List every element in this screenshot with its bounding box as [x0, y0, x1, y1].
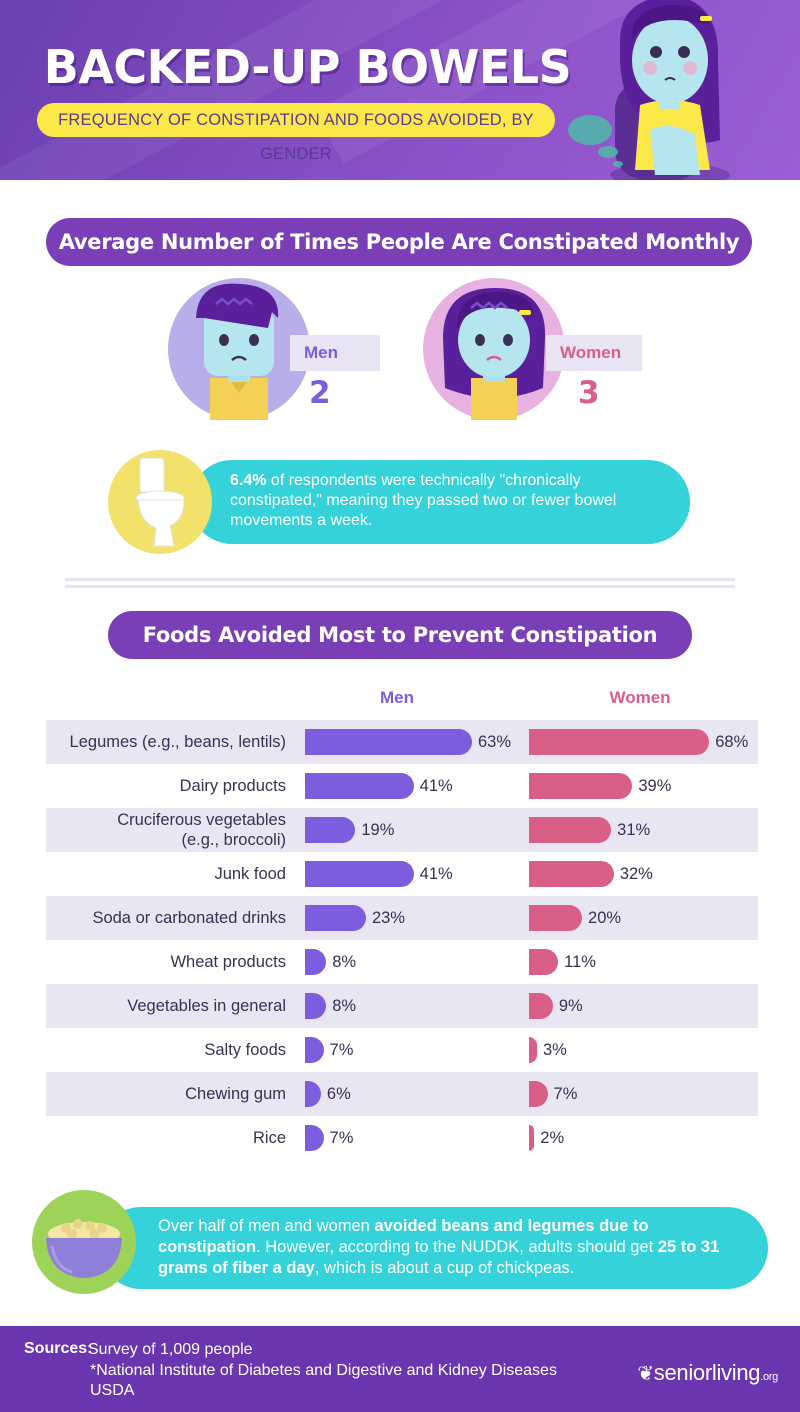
- chart-row-background: [46, 896, 758, 940]
- fiber-callout-text-3: , which is about a cup of chickpeas.: [314, 1259, 575, 1277]
- toilet-icon: [108, 450, 212, 554]
- value-label-men: 41%: [419, 865, 453, 883]
- value-label-women: 39%: [638, 777, 672, 795]
- bar-women: [529, 729, 710, 755]
- source-item: USDA: [90, 1382, 135, 1399]
- fiber-callout-bold-1: avoided beans and legumes due to constip…: [158, 1217, 649, 1256]
- bar-men: [305, 1037, 324, 1063]
- divider: [65, 578, 735, 581]
- category-label: Salty foods: [204, 1041, 286, 1059]
- chronic-constipation-callout: 6.4% of respondents were technically "ch…: [190, 460, 690, 544]
- bar-men: [305, 1125, 324, 1151]
- fiber-callout-text-1: Over half of men and women: [158, 1217, 375, 1235]
- category-label: Dairy products: [179, 777, 286, 795]
- value-label-women: 11%: [564, 953, 596, 971]
- brand-icon: ❦: [637, 1363, 654, 1385]
- bar-women: [529, 905, 583, 931]
- fiber-callout-bold-2: 25 to 31 grams of fiber a day: [158, 1238, 720, 1277]
- value-label-men: 8%: [332, 953, 357, 971]
- value-label-men: 63%: [478, 733, 512, 751]
- divider: [65, 585, 735, 588]
- fiber-callout: Over half of men and women avoided beans…: [100, 1207, 768, 1289]
- bar-men: [305, 993, 327, 1019]
- sources-label: Sources:: [24, 1340, 93, 1357]
- page-title: BACKED-UP BOWELS: [43, 40, 572, 94]
- section-title-foods: Foods Avoided Most to Prevent Constipati…: [108, 611, 692, 659]
- value-label-women: 32%: [619, 865, 653, 883]
- fiber-callout-text-2: . However, according to the NUDDK, adult…: [256, 1238, 658, 1256]
- chart-row-background: [46, 984, 758, 1028]
- bar-women: [529, 949, 559, 975]
- value-label-women: 68%: [715, 733, 749, 751]
- value-label-women: 3%: [542, 1041, 567, 1059]
- callout-highlight: 6.4%: [230, 472, 267, 489]
- column-header-men: Men: [380, 688, 414, 707]
- men-monthly-value: 2: [309, 375, 331, 411]
- bar-women: [529, 1081, 548, 1107]
- category-label: Rice: [252, 1129, 286, 1147]
- brand-name: seniorliving: [653, 1360, 761, 1385]
- chickpea-bowl-icon: [32, 1190, 136, 1294]
- category-label: Legumes (e.g., beans, lentils): [69, 733, 286, 751]
- bar-women: [529, 773, 633, 799]
- chart-row-background: [46, 808, 758, 852]
- callout-text: of respondents were technically "chronic…: [230, 472, 617, 529]
- value-label-women: 7%: [553, 1085, 578, 1103]
- bar-men: [305, 729, 472, 755]
- bar-men: [305, 861, 414, 887]
- value-label-men: 19%: [361, 821, 395, 839]
- category-label: Junk food: [214, 865, 286, 883]
- column-header-women: Women: [609, 688, 671, 707]
- source-item: Survey of 1,009 people: [88, 1341, 253, 1358]
- value-label-women: 9%: [558, 997, 583, 1015]
- women-label: Women: [546, 335, 642, 371]
- man-avatar: [168, 278, 310, 420]
- header-banner: BACKED-UP BOWELS FREQUENCY OF CONSTIPATI…: [0, 0, 800, 180]
- value-label-men: 6%: [326, 1085, 351, 1103]
- bar-men: [305, 905, 366, 931]
- bar-women: [529, 1125, 535, 1151]
- bar-men: [305, 949, 327, 975]
- brand-suffix: .org: [760, 1371, 778, 1383]
- category-label: Wheat products: [170, 953, 286, 971]
- category-label: Cruciferous vegetables (e.g., broccoli): [117, 811, 286, 849]
- bar-women: [529, 861, 614, 887]
- category-label: Chewing gum: [185, 1085, 286, 1103]
- value-label-men: 41%: [419, 777, 453, 795]
- bar-men: [305, 1081, 321, 1107]
- bar-women: [529, 1037, 537, 1063]
- bar-men: [305, 773, 414, 799]
- woman-thinking-illustration: [568, 0, 730, 180]
- value-label-men: 23%: [371, 909, 405, 927]
- page-subtitle: FREQUENCY OF CONSTIPATION AND FOODS AVOI…: [37, 103, 555, 163]
- value-label-women: 31%: [617, 821, 651, 839]
- women-monthly-value: 3: [578, 375, 600, 411]
- chart-row-background: [46, 1072, 758, 1116]
- value-label-women: 2%: [540, 1129, 565, 1147]
- bar-women: [529, 993, 553, 1019]
- bar-men: [305, 817, 356, 843]
- category-label: Soda or carbonated drinks: [92, 909, 286, 927]
- brand-logo: ❦seniorliving.org: [637, 1360, 778, 1386]
- men-label: Men: [290, 335, 380, 371]
- woman-avatar: [423, 278, 565, 420]
- value-label-men: 7%: [329, 1041, 354, 1059]
- value-label-women: 20%: [588, 909, 622, 927]
- value-label-men: 7%: [329, 1129, 354, 1147]
- category-label: Vegetables in general: [127, 997, 286, 1015]
- section-title-monthly: Average Number of Times People Are Const…: [46, 218, 752, 266]
- footer: Sources: Survey of 1,009 people *Nationa…: [0, 1326, 800, 1412]
- source-item: *National Institute of Diabetes and Dige…: [90, 1362, 557, 1379]
- bar-women: [529, 817, 612, 843]
- value-label-men: 8%: [332, 997, 357, 1015]
